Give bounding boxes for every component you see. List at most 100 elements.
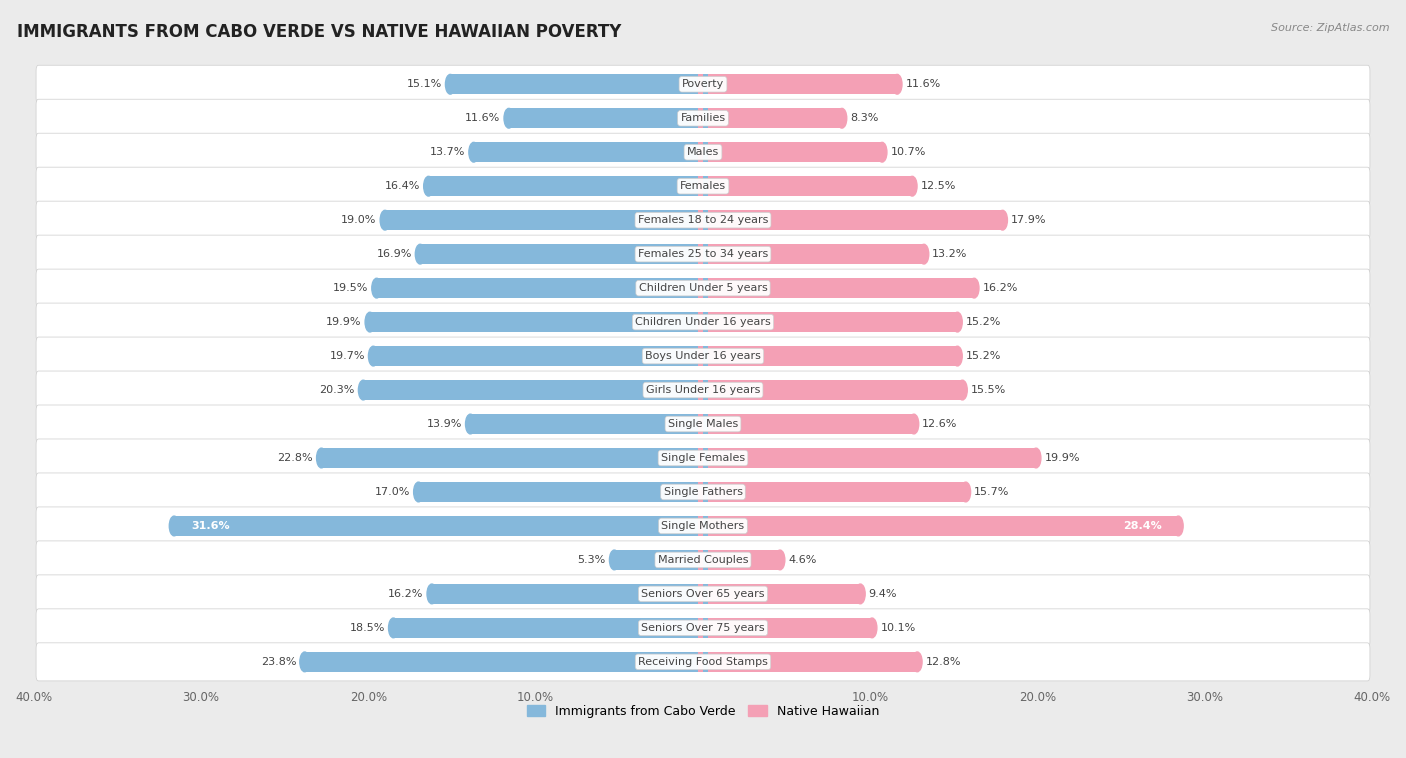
Text: 16.9%: 16.9% [377, 249, 412, 259]
Bar [703, 346, 707, 366]
FancyBboxPatch shape [37, 337, 1369, 375]
Circle shape [957, 381, 967, 400]
Bar [699, 448, 703, 468]
Circle shape [952, 346, 962, 366]
Bar [703, 74, 707, 94]
Circle shape [169, 516, 179, 536]
Bar [305, 652, 703, 672]
Bar [432, 584, 703, 604]
FancyBboxPatch shape [37, 235, 1369, 273]
Circle shape [855, 584, 865, 604]
Circle shape [359, 381, 368, 400]
Bar [703, 448, 707, 468]
FancyBboxPatch shape [37, 371, 1369, 409]
Text: 16.2%: 16.2% [983, 283, 1018, 293]
Circle shape [910, 414, 918, 434]
Text: 13.9%: 13.9% [426, 419, 463, 429]
Bar [703, 414, 914, 434]
Bar [703, 482, 707, 502]
Bar [385, 210, 703, 230]
Bar [374, 346, 703, 366]
Text: Females: Females [681, 181, 725, 191]
Circle shape [868, 618, 877, 637]
Circle shape [415, 244, 425, 264]
Bar [699, 550, 703, 570]
Bar [703, 74, 897, 94]
Bar [699, 381, 703, 400]
Circle shape [969, 278, 979, 298]
Text: 15.5%: 15.5% [970, 385, 1007, 395]
Text: 10.7%: 10.7% [890, 147, 925, 157]
Bar [703, 584, 707, 604]
Bar [703, 381, 963, 400]
Text: Seniors Over 65 years: Seniors Over 65 years [641, 589, 765, 599]
Text: 12.8%: 12.8% [925, 657, 962, 667]
Bar [703, 516, 1178, 536]
Bar [703, 143, 882, 162]
Text: 23.8%: 23.8% [262, 657, 297, 667]
Circle shape [299, 652, 309, 672]
FancyBboxPatch shape [37, 473, 1369, 511]
Text: 17.0%: 17.0% [375, 487, 411, 497]
Bar [703, 312, 957, 332]
Bar [703, 210, 707, 230]
Text: Seniors Over 75 years: Seniors Over 75 years [641, 623, 765, 633]
Bar [394, 618, 703, 637]
Bar [377, 278, 703, 298]
FancyBboxPatch shape [37, 269, 1369, 307]
Circle shape [371, 278, 381, 298]
FancyBboxPatch shape [37, 303, 1369, 341]
FancyBboxPatch shape [37, 133, 1369, 171]
Circle shape [368, 346, 378, 366]
Bar [703, 278, 707, 298]
Bar [703, 244, 707, 264]
FancyBboxPatch shape [37, 65, 1369, 103]
Bar [699, 516, 703, 536]
Circle shape [423, 177, 433, 196]
FancyBboxPatch shape [37, 541, 1369, 579]
Text: Boys Under 16 years: Boys Under 16 years [645, 351, 761, 361]
Bar [699, 618, 703, 637]
Text: Girls Under 16 years: Girls Under 16 years [645, 385, 761, 395]
Text: 15.2%: 15.2% [966, 317, 1001, 327]
Text: 16.4%: 16.4% [385, 181, 420, 191]
Bar [420, 244, 703, 264]
Bar [699, 278, 703, 298]
Text: Females 25 to 34 years: Females 25 to 34 years [638, 249, 768, 259]
FancyBboxPatch shape [37, 439, 1369, 477]
Bar [703, 618, 707, 637]
Text: 19.9%: 19.9% [326, 317, 361, 327]
Bar [703, 278, 974, 298]
Text: Single Fathers: Single Fathers [664, 487, 742, 497]
FancyBboxPatch shape [37, 507, 1369, 545]
Bar [699, 244, 703, 264]
Bar [703, 244, 924, 264]
Circle shape [1031, 448, 1040, 468]
Text: Source: ZipAtlas.com: Source: ZipAtlas.com [1271, 23, 1389, 33]
Bar [174, 516, 703, 536]
Circle shape [907, 177, 917, 196]
Text: 19.0%: 19.0% [342, 215, 377, 225]
Bar [699, 74, 703, 94]
Text: 13.2%: 13.2% [932, 249, 967, 259]
Bar [703, 584, 860, 604]
Bar [450, 74, 703, 94]
Legend: Immigrants from Cabo Verde, Native Hawaiian: Immigrants from Cabo Verde, Native Hawai… [522, 700, 884, 723]
Text: 12.6%: 12.6% [922, 419, 957, 429]
Circle shape [877, 143, 887, 162]
Circle shape [468, 143, 478, 162]
Text: 19.5%: 19.5% [333, 283, 368, 293]
Bar [363, 381, 703, 400]
Text: Poverty: Poverty [682, 80, 724, 89]
Circle shape [465, 414, 475, 434]
Text: 9.4%: 9.4% [869, 589, 897, 599]
Text: 22.8%: 22.8% [277, 453, 314, 463]
Bar [703, 177, 707, 196]
Circle shape [316, 448, 326, 468]
Text: Single Mothers: Single Mothers [661, 521, 745, 531]
Text: 31.6%: 31.6% [191, 521, 229, 531]
Circle shape [427, 584, 437, 604]
Bar [703, 550, 707, 570]
Bar [370, 312, 703, 332]
Bar [703, 346, 957, 366]
